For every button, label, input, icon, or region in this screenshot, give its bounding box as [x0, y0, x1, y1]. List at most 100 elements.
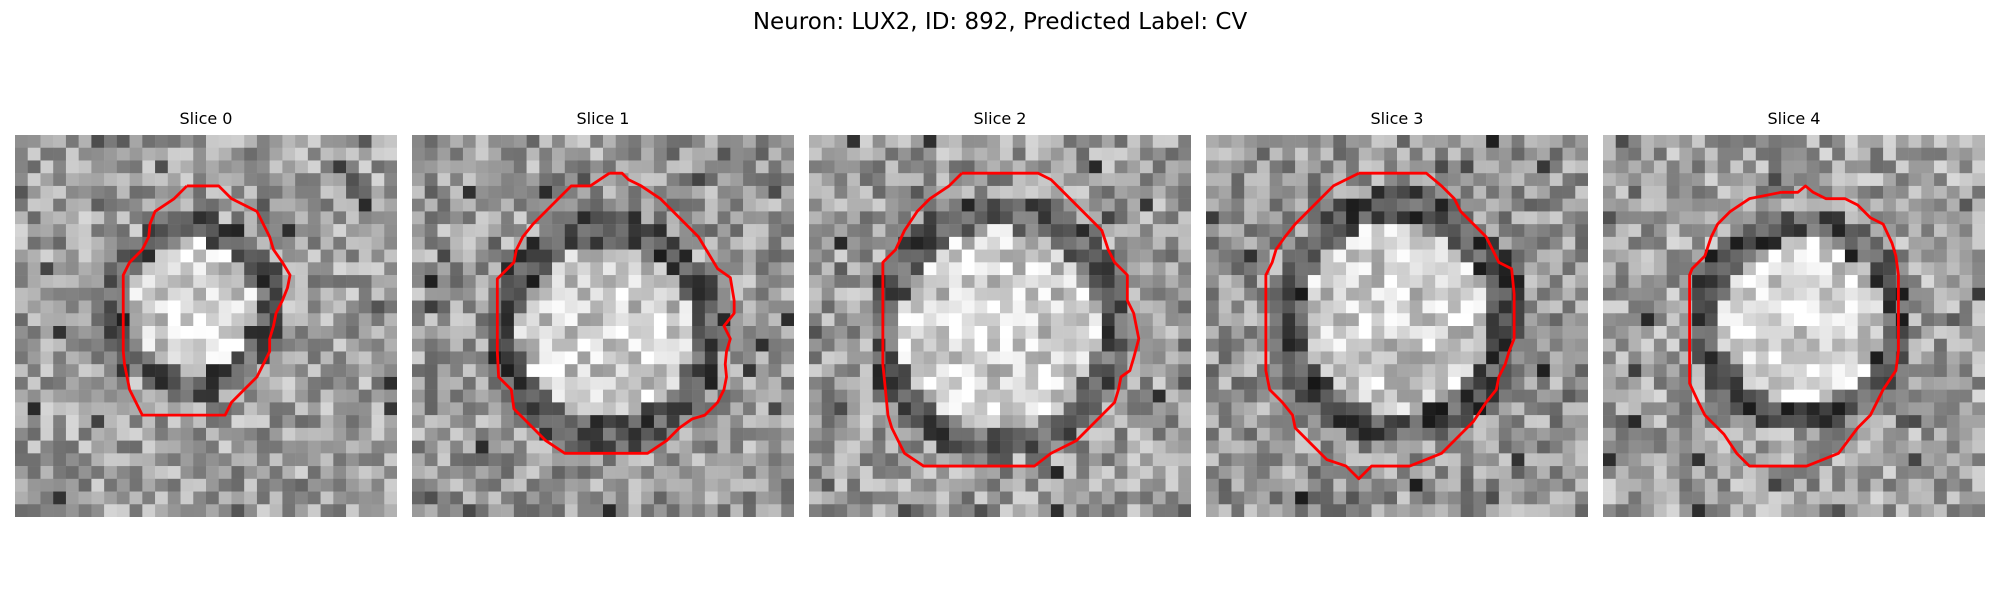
pixel	[936, 415, 950, 429]
pixel	[755, 135, 769, 148]
pixel	[859, 224, 873, 238]
pixel	[129, 300, 143, 314]
pixel	[155, 275, 169, 289]
pixel	[679, 364, 693, 378]
pixel	[1371, 173, 1385, 187]
pixel	[142, 275, 156, 289]
pixel	[590, 376, 604, 390]
pixel	[91, 504, 105, 517]
pixel	[1346, 415, 1360, 429]
pixel	[653, 173, 667, 187]
pixel	[1206, 198, 1219, 212]
pixel	[910, 338, 924, 352]
pixel	[666, 415, 680, 429]
pixel	[142, 389, 156, 403]
pixel	[1653, 211, 1667, 225]
pixel	[1486, 402, 1500, 416]
pixel	[371, 466, 385, 480]
pixel	[1152, 313, 1166, 327]
pixel	[384, 224, 397, 238]
pixel	[1870, 466, 1884, 480]
pixel	[104, 389, 118, 403]
pixel	[615, 466, 629, 480]
pixel	[834, 415, 848, 429]
pixel	[949, 389, 963, 403]
pixel	[1641, 211, 1655, 225]
pixel	[641, 389, 655, 403]
pixel	[91, 224, 105, 238]
pixel	[577, 427, 591, 441]
pixel	[1063, 338, 1077, 352]
pixel	[666, 160, 680, 174]
pixel	[1575, 224, 1588, 238]
pixel	[1269, 313, 1283, 327]
pixel	[552, 275, 566, 289]
pixel	[692, 173, 706, 187]
pixel	[513, 300, 527, 314]
pixel	[1206, 453, 1219, 467]
pixel	[1641, 326, 1655, 339]
pixel	[1063, 478, 1077, 492]
pixel	[821, 198, 835, 212]
pixel	[526, 504, 540, 517]
pixel	[91, 415, 105, 429]
pixel	[167, 287, 181, 301]
pixel	[564, 389, 578, 403]
pixel	[1025, 466, 1039, 480]
pixel	[679, 300, 693, 314]
pixel	[872, 440, 886, 454]
pixel	[1603, 478, 1616, 492]
pixel	[1562, 173, 1576, 187]
pixel	[488, 326, 502, 339]
pixel	[1206, 224, 1219, 238]
pixel	[641, 326, 655, 339]
pixel	[1768, 211, 1782, 225]
pixel	[1231, 415, 1245, 429]
pixel	[295, 376, 309, 390]
pixel	[781, 236, 794, 250]
pixel	[1000, 287, 1013, 301]
pixel	[1743, 224, 1757, 238]
pixel	[1127, 211, 1141, 225]
pixel	[269, 160, 283, 174]
pixel	[641, 376, 655, 390]
pixel	[1921, 478, 1935, 492]
pixel	[320, 300, 334, 314]
pixel	[1641, 275, 1655, 289]
pixel	[1794, 287, 1807, 301]
pixel	[949, 147, 963, 161]
pixel	[1358, 389, 1372, 403]
pixel	[1743, 160, 1757, 174]
pixel	[872, 135, 886, 148]
pixel	[488, 198, 502, 212]
pixel	[1333, 185, 1347, 199]
pixel	[1409, 173, 1423, 187]
pixel	[15, 504, 28, 517]
pixel	[1231, 224, 1245, 238]
pixel	[1422, 287, 1436, 301]
pixel	[1946, 338, 1960, 352]
pixel	[129, 326, 143, 339]
pixel	[1549, 504, 1563, 517]
pixel	[295, 440, 309, 454]
pixel	[206, 185, 219, 199]
pixel	[1038, 236, 1052, 250]
pixel	[704, 453, 718, 467]
pixel	[1025, 135, 1039, 148]
pixel	[193, 224, 207, 238]
pixel	[412, 504, 425, 517]
pixel	[116, 198, 130, 212]
pixel	[180, 504, 194, 517]
pixel	[1114, 135, 1128, 148]
pixel	[142, 338, 156, 352]
pixel	[1755, 211, 1769, 225]
pixel	[193, 173, 207, 187]
pixel	[218, 415, 232, 429]
pixel	[371, 389, 385, 403]
pixel	[1806, 415, 1820, 429]
pixel	[730, 198, 744, 212]
pixel	[704, 351, 718, 365]
pixel	[218, 198, 232, 212]
pixel	[218, 326, 232, 339]
pixel	[1460, 376, 1474, 390]
